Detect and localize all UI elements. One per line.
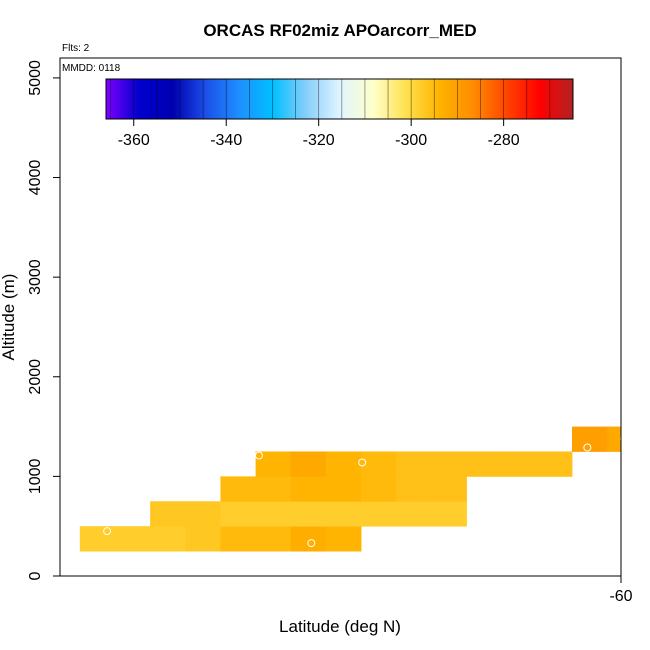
heatmap-cell	[290, 526, 327, 552]
colorbar-frame	[105, 78, 574, 120]
sample-point	[254, 451, 263, 460]
colorbar-gradient	[106, 79, 573, 119]
x-tick-label: -60	[609, 588, 632, 605]
heatmap-cell	[255, 501, 292, 527]
heatmap-cell	[255, 451, 292, 477]
sample-point	[467, 514, 476, 523]
mmdd-annotation: MMDD: 0118	[62, 63, 121, 74]
colorbar-tick-label: -300	[395, 132, 427, 149]
colorbar-tick-label: -320	[303, 132, 335, 149]
heatmap-cell	[396, 501, 432, 527]
y-tick-label: 3000	[27, 259, 44, 295]
heatmap-cell	[325, 476, 362, 502]
cells-layer	[79, 426, 621, 552]
points-layer	[103, 435, 621, 548]
heatmap-cell	[185, 526, 221, 552]
heatmap-cell	[325, 526, 362, 552]
sample-point	[619, 435, 621, 442]
colorbar-tick-label: -340	[210, 132, 242, 149]
heatmap-cell	[431, 476, 467, 502]
chart-title: ORCAS RF02miz APOarcorr_MED	[203, 21, 476, 40]
heatmap-cell	[431, 451, 467, 477]
colorbar-tick-label: -280	[488, 132, 520, 149]
heatmap-cell	[396, 476, 432, 502]
y-axis-label: Altitude (m)	[0, 274, 18, 361]
heatmap-cell	[396, 451, 432, 477]
x-axis-label: Latitude (deg N)	[279, 617, 401, 636]
flights-annotation: Flts: 2	[62, 43, 90, 54]
heatmap-cell	[572, 426, 608, 452]
heatmap-cell	[536, 451, 573, 477]
y-tick-label: 5000	[27, 60, 44, 96]
y-tick-label: 2000	[27, 359, 44, 395]
heatmap-cell	[290, 501, 327, 527]
heatmap-cell	[607, 426, 621, 452]
heatmap-cell	[361, 476, 397, 502]
heatmap-cell	[79, 526, 116, 552]
heatmap-cell	[220, 476, 257, 502]
heatmap-cell	[150, 526, 186, 552]
heatmap-cell	[361, 451, 397, 477]
sample-point	[103, 527, 112, 536]
sample-point	[358, 458, 367, 467]
heatmap-cell	[220, 526, 257, 552]
heatmap-cell	[114, 526, 151, 552]
heatmap-cell	[431, 501, 467, 527]
y-tick-label: 4000	[27, 160, 44, 196]
heatmap-cell	[255, 526, 292, 552]
plot-frame	[59, 57, 622, 577]
heatmap-cell	[150, 501, 186, 527]
y-tick-label: 1000	[27, 458, 44, 494]
sample-point	[583, 443, 592, 452]
heatmap-cell	[501, 451, 538, 477]
heatmap-cell	[290, 451, 327, 477]
heatmap-cell	[185, 501, 221, 527]
axes: 0 1000 2000 3000 4000 5000 -60	[27, 60, 633, 605]
sample-point	[307, 539, 316, 548]
heatmap-cell	[466, 451, 503, 477]
heatmap-cell	[325, 501, 362, 527]
heatmap-cell	[290, 476, 327, 502]
y-tick-label: 0	[27, 571, 44, 580]
heatmap-cell	[255, 476, 292, 502]
heatmap-cell	[325, 451, 362, 477]
colorbar: -360 -340 -320 -300 -280	[105, 78, 574, 149]
heatmap-cell	[220, 501, 257, 527]
colorbar-tick-label: -360	[118, 132, 150, 149]
heatmap-cell	[361, 501, 397, 527]
